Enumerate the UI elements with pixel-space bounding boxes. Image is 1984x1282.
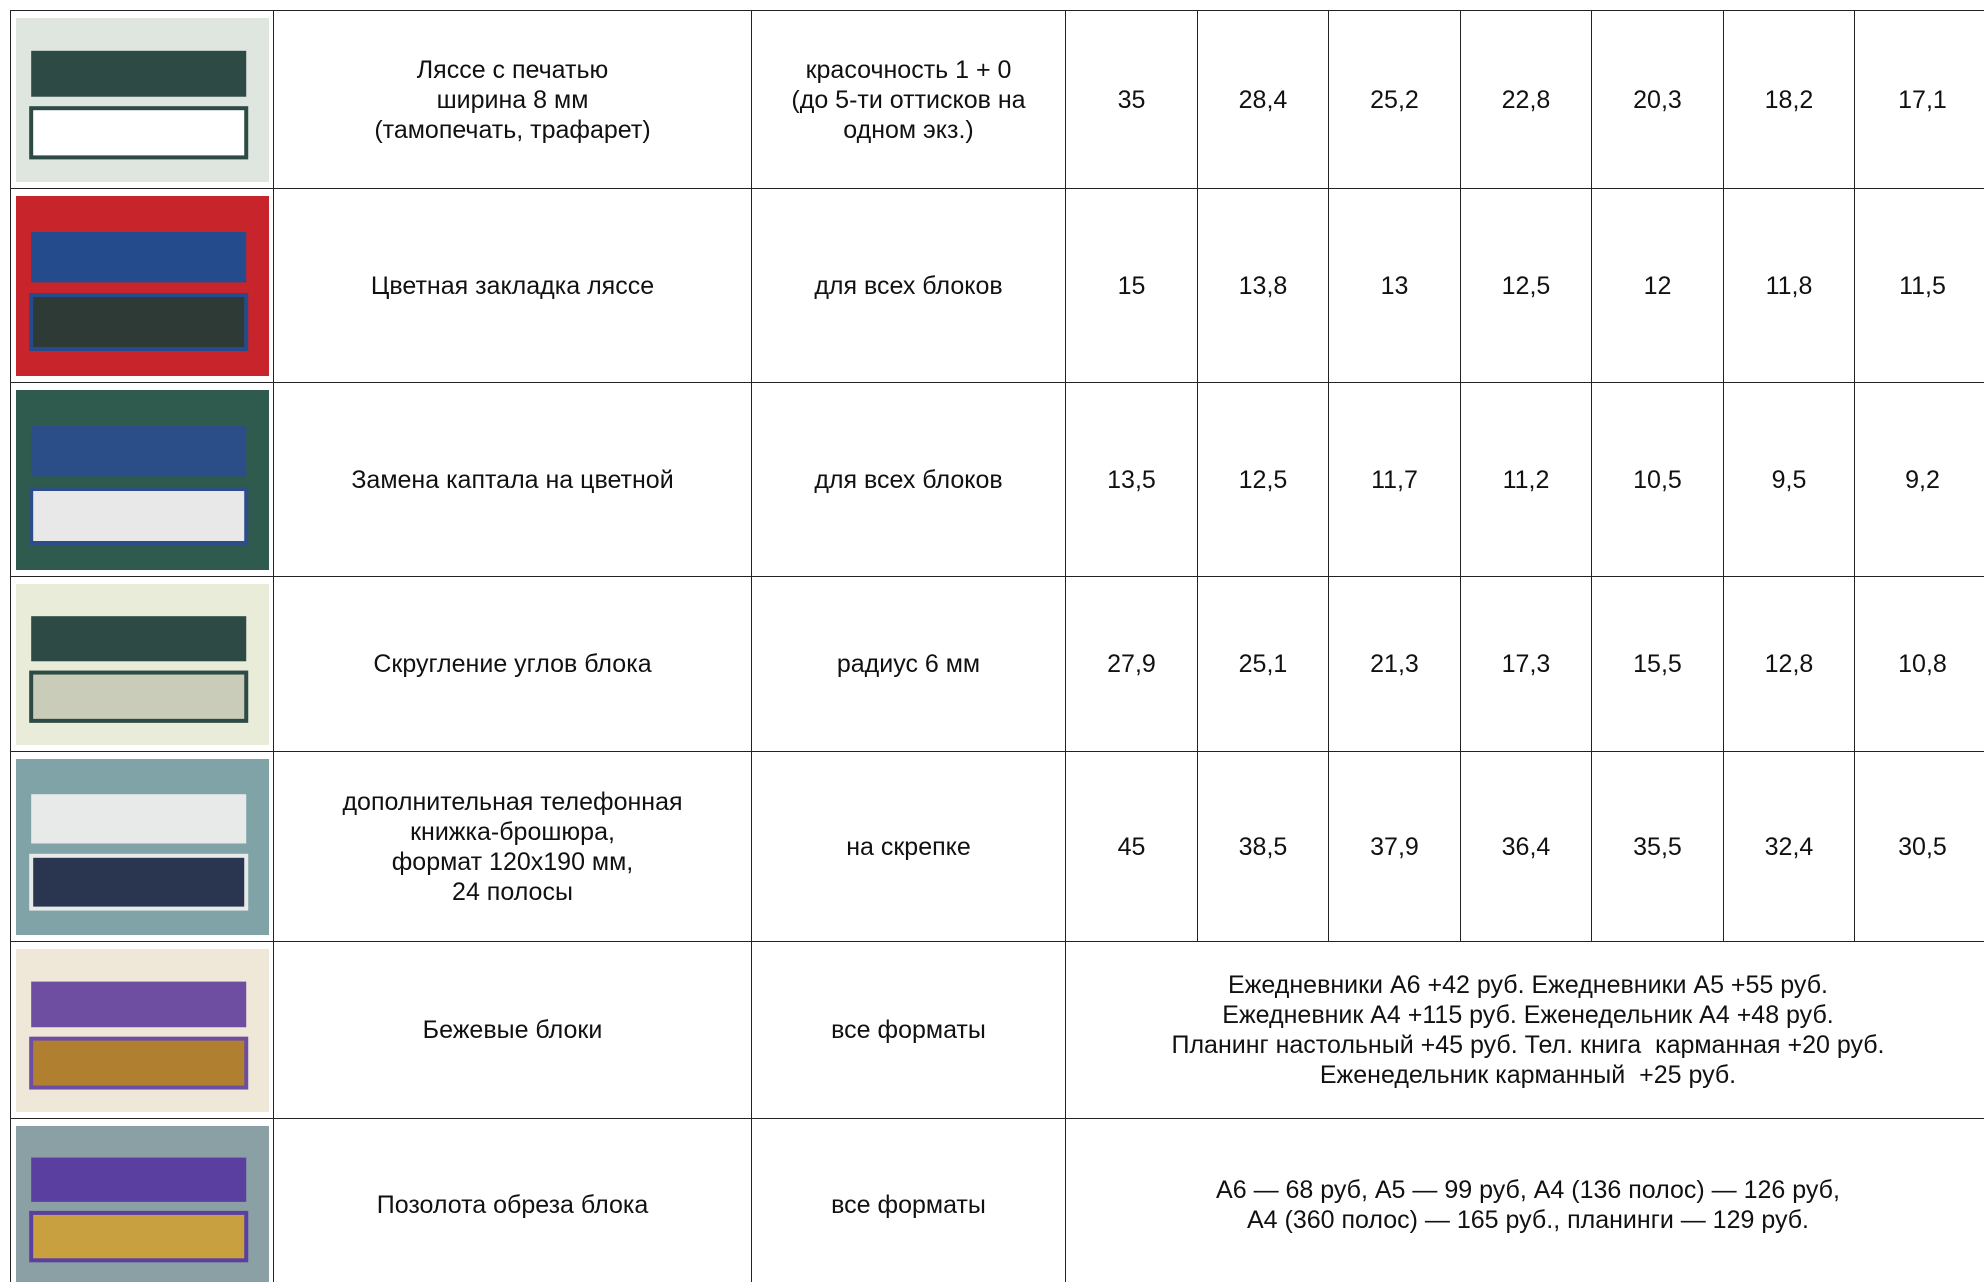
item-note: красочность 1 + 0 (до 5-ти оттисков на одн…	[751, 10, 1065, 188]
text-line: Планинг настольный +45 руб. Тел. книга к…	[1171, 1031, 1885, 1059]
text-line: Ежедневники А6 +42 руб. Ежедневники А5 +…	[1228, 971, 1828, 999]
price: 12,5	[1460, 188, 1591, 382]
photo-illustration	[15, 195, 269, 376]
item-note: все форматы	[751, 941, 1065, 1118]
text-line: ширина 8 мм	[436, 85, 589, 114]
price: 27,9	[1065, 576, 1197, 751]
text-line: для всех блоков	[814, 465, 1003, 494]
item-name: Позолота обреза блока	[273, 1118, 751, 1282]
price: 35,5	[1591, 751, 1723, 941]
text-line: Бежевые блоки	[422, 1016, 603, 1044]
item-note: для всех блоков	[751, 188, 1065, 382]
price: 15	[1065, 188, 1197, 382]
photo-illustration	[15, 389, 269, 570]
item-name: Скругление углов блока	[273, 576, 751, 751]
item-name: Бежевые блоки	[273, 941, 751, 1118]
price: 13	[1328, 188, 1460, 382]
item-name: Цветная закладка ляссе	[273, 188, 751, 382]
price: 9,5	[1723, 382, 1854, 576]
price: 32,4	[1723, 751, 1854, 941]
price: 25,1	[1197, 576, 1328, 751]
product-photo	[10, 382, 273, 576]
item-note: все форматы	[751, 1118, 1065, 1282]
price-text: А6 — 68 руб, А5 — 99 руб, А4 (136 полос)…	[1065, 1118, 1984, 1282]
item-name: Замена каптала на цветной	[273, 382, 751, 576]
text-line: Ежедневник А4 +115 руб. Еженедельник А4 …	[1222, 1001, 1834, 1029]
price: 17,1	[1854, 10, 1984, 188]
price: 10,5	[1591, 382, 1723, 576]
product-photo	[10, 188, 273, 382]
price: 18,2	[1723, 10, 1854, 188]
price: 11,2	[1460, 382, 1591, 576]
price: 35	[1065, 10, 1197, 188]
photo-illustration	[15, 1125, 269, 1282]
text-line: все форматы	[831, 1190, 986, 1219]
text-line: Позолота обреза блока	[376, 1190, 649, 1219]
price: 11,7	[1328, 382, 1460, 576]
price: 13,5	[1065, 382, 1197, 576]
price: 11,5	[1854, 188, 1984, 382]
price: 37,9	[1328, 751, 1460, 941]
price: 22,8	[1460, 10, 1591, 188]
text-line: Ляссе с печатью	[416, 55, 609, 84]
text-line: 24 полосы	[452, 877, 573, 906]
item-name: Ляссе с печатью ширина 8 мм (тамопечать, т…	[273, 10, 751, 188]
product-photo	[10, 10, 273, 188]
price-text: Ежедневники А6 +42 руб. Ежедневники А5 +…	[1065, 941, 1984, 1118]
price: 11,8	[1723, 188, 1854, 382]
price: 10,8	[1854, 576, 1984, 751]
product-photo	[10, 1118, 273, 1282]
price: 15,5	[1591, 576, 1723, 751]
text-line: одном экз.)	[843, 115, 974, 144]
product-photo	[10, 751, 273, 941]
price: 38,5	[1197, 751, 1328, 941]
item-note: для всех блоков	[751, 382, 1065, 576]
price: 36,4	[1460, 751, 1591, 941]
photo-illustration	[15, 17, 269, 182]
text-line: радиус 6 мм	[836, 650, 981, 678]
product-photo	[10, 941, 273, 1118]
text-line: для всех блоков	[814, 271, 1003, 300]
text-line: все форматы	[831, 1016, 986, 1044]
text-line: Еженедельник карманный +25 руб.	[1319, 1061, 1737, 1089]
text-line: книжка-брошюра,	[410, 817, 615, 846]
photo-illustration	[15, 758, 269, 935]
price: 12,8	[1723, 576, 1854, 751]
price: 30,5	[1854, 751, 1984, 941]
text-line: красочность 1 + 0	[805, 55, 1012, 84]
price: 9,2	[1854, 382, 1984, 576]
text-line: дополнительная телефонная	[342, 787, 683, 816]
text-line: (до 5-ти оттисков на	[791, 85, 1026, 114]
price: 12	[1591, 188, 1723, 382]
text-line: Цветная закладка ляссе	[370, 271, 655, 300]
price: 28,4	[1197, 10, 1328, 188]
price: 45	[1065, 751, 1197, 941]
price: 13,8	[1197, 188, 1328, 382]
text-line: А6 — 68 руб, А5 — 99 руб, А4 (136 полос)…	[1216, 1175, 1840, 1204]
item-note: на скрепке	[751, 751, 1065, 941]
item-name: дополнительная телефонная книжка-брошюра,…	[273, 751, 751, 941]
price: 25,2	[1328, 10, 1460, 188]
text-line: Замена каптала на цветной	[351, 465, 674, 494]
price: 20,3	[1591, 10, 1723, 188]
text-line: на скрепке	[846, 832, 971, 861]
price: 17,3	[1460, 576, 1591, 751]
text-line: формат 120х190 мм,	[391, 847, 634, 876]
text-line: А4 (360 полос) — 165 руб., планинги — 12…	[1246, 1205, 1809, 1234]
text-line: (тамопечать, трафарет)	[374, 115, 651, 144]
price: 21,3	[1328, 576, 1460, 751]
product-photo	[10, 576, 273, 751]
price: 12,5	[1197, 382, 1328, 576]
item-note: радиус 6 мм	[751, 576, 1065, 751]
text-line: Скругление углов блока	[373, 650, 652, 678]
photo-illustration	[15, 583, 269, 745]
photo-illustration	[15, 948, 269, 1112]
